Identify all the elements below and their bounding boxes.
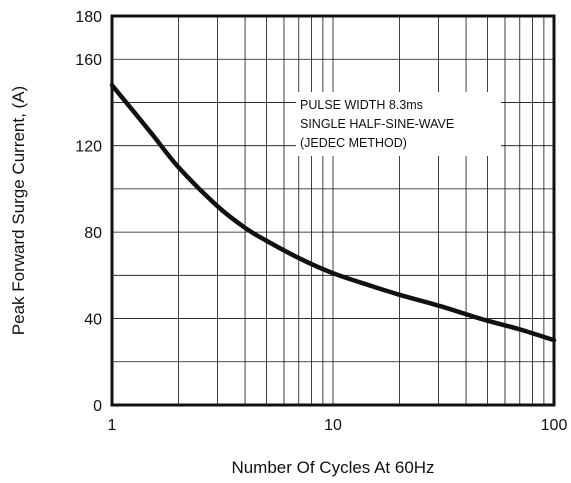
y-tick-label: 0: [93, 398, 102, 415]
x-tick-label: 100: [541, 417, 568, 434]
y-tick-label: 180: [75, 9, 102, 26]
x-tick-label: 10: [324, 417, 342, 434]
y-tick-label: 120: [75, 139, 102, 156]
annotation-line-2: SINGLE HALF-SINE-WAVE: [300, 117, 454, 131]
y-tick-label: 40: [84, 312, 102, 329]
plot-frame: [110, 14, 556, 407]
grid-lines: [112, 16, 554, 405]
y-axis-title: Peak Forward Surge Current, (A): [9, 86, 28, 335]
y-tick-label: 80: [84, 225, 102, 242]
x-tick-label: 1: [108, 417, 117, 434]
y-tick-labels: 0 40 80 120 160 180: [75, 9, 102, 415]
annotation-background: [296, 92, 501, 156]
annotation-line-1: PULSE WIDTH 8.3ms: [300, 98, 423, 112]
annotation-box: PULSE WIDTH 8.3ms SINGLE HALF-SINE-WAVE …: [296, 92, 501, 156]
series-curves: [109, 82, 557, 343]
y-tick-label: 160: [75, 52, 102, 69]
x-axis-title: Number Of Cycles At 60Hz: [231, 458, 434, 477]
series-line: [109, 82, 557, 343]
annotation-line-3: (JEDEC METHOD): [300, 136, 407, 150]
x-tick-labels: 1 10 100: [108, 417, 568, 434]
